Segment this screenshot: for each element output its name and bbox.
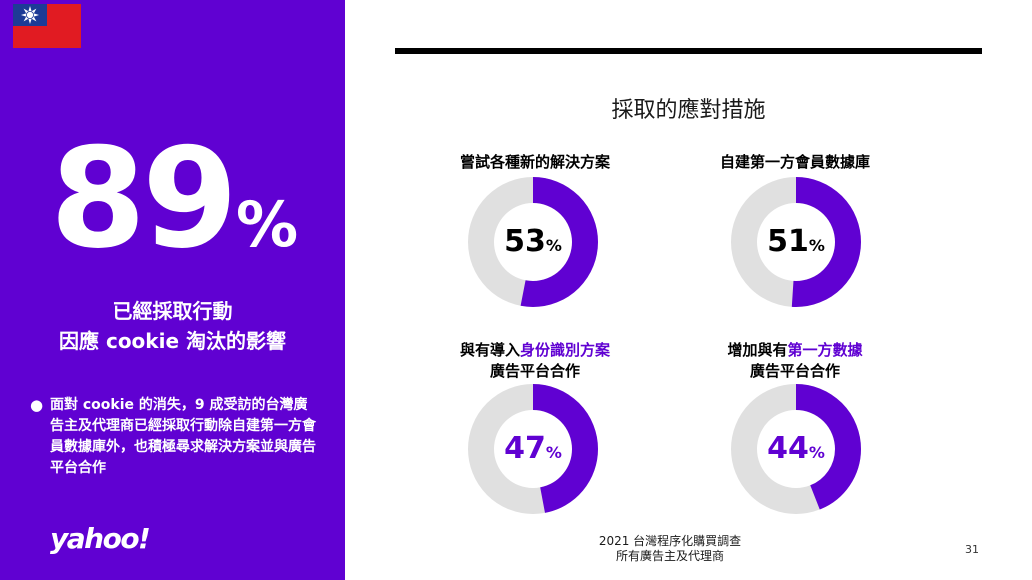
donut-value-2-number: 51 bbox=[767, 224, 809, 259]
donut-arc-3 bbox=[468, 384, 598, 514]
donut-value-2-unit: % bbox=[808, 236, 825, 255]
page-number: 31 bbox=[965, 543, 979, 556]
bullet-text: 面對 cookie 的消失，9 成受訪的台灣廣告主及代理商已經採取行動除自建第一… bbox=[50, 397, 316, 476]
donut-chart-1 bbox=[468, 177, 598, 307]
donut-value-1-unit: % bbox=[545, 236, 562, 255]
donut-value-1-number: 53 bbox=[504, 224, 546, 259]
metric-label-4: 增加與有第一方數據 廣告平台合作 bbox=[655, 340, 935, 382]
footer-line-2: 所有廣告主及代理商 bbox=[615, 549, 724, 563]
metric-label-4-prefix: 增加與有 bbox=[727, 341, 788, 359]
metric-label-4-line-2: 廣告平台合作 bbox=[749, 362, 840, 380]
donut-value-3-unit: % bbox=[545, 443, 562, 462]
donut-value-4-number: 44 bbox=[767, 431, 809, 466]
taiwan-flag-icon bbox=[13, 4, 81, 48]
big-stat: 89% bbox=[50, 130, 350, 268]
metric-label-3: 與有導入身份識別方案 廣告平台合作 bbox=[395, 340, 675, 382]
headline-line-1: 已經採取行動 bbox=[112, 299, 233, 323]
donut-value-4-unit: % bbox=[808, 443, 825, 462]
donut-arc-1 bbox=[468, 177, 598, 307]
donut-value-2: 51% bbox=[729, 224, 863, 259]
yahoo-logo: yahoo! bbox=[50, 522, 151, 555]
donut-value-4: 44% bbox=[729, 431, 863, 466]
metric-label-3-line-1: 與有導入身份識別方案 bbox=[395, 340, 675, 361]
big-stat-unit: % bbox=[236, 188, 299, 261]
footer-line-1: 2021 台灣程序化購買調查 bbox=[598, 534, 742, 548]
metric-label-4-line-1: 增加與有第一方數據 bbox=[655, 340, 935, 361]
donut-value-3-number: 47 bbox=[504, 431, 546, 466]
section-title: 採取的應對措施 bbox=[611, 98, 766, 123]
donut-value-3: 47% bbox=[466, 431, 600, 466]
donut-arc-4 bbox=[731, 384, 861, 514]
donut-chart-4 bbox=[731, 384, 861, 514]
donut-chart-3 bbox=[468, 384, 598, 514]
metric-label-1: 嘗試各種新的解決方案 bbox=[395, 152, 675, 173]
metric-label-4-highlight: 第一方數據 bbox=[787, 341, 863, 359]
top-divider bbox=[395, 48, 982, 54]
metric-label-3-highlight: 身份識別方案 bbox=[520, 341, 611, 359]
metric-label-3-line-2: 廣告平台合作 bbox=[489, 362, 580, 380]
metric-label-1-text: 嘗試各種新的解決方案 bbox=[459, 153, 610, 171]
left-panel: 89% 已經採取行動 因應 cookie 淘汰的影響 ● 面對 cookie 的… bbox=[0, 0, 345, 580]
donut-chart-2 bbox=[731, 177, 861, 307]
headline-line-2: 因應 cookie 淘汰的影響 bbox=[59, 329, 286, 353]
donut-value-1: 53% bbox=[466, 224, 600, 259]
footer-source: 2021 台灣程序化購買調查 所有廣告主及代理商 bbox=[545, 534, 795, 564]
metric-label-2-text: 自建第一方會員數據庫 bbox=[719, 153, 870, 171]
donut-arc-2 bbox=[731, 177, 861, 307]
metric-label-2: 自建第一方會員數據庫 bbox=[655, 152, 935, 173]
big-stat-number: 89 bbox=[50, 118, 238, 279]
bullet-icon: ● bbox=[30, 396, 44, 414]
headline: 已經採取行動 因應 cookie 淘汰的影響 bbox=[0, 296, 345, 356]
metric-label-3-prefix: 與有導入 bbox=[459, 341, 520, 359]
